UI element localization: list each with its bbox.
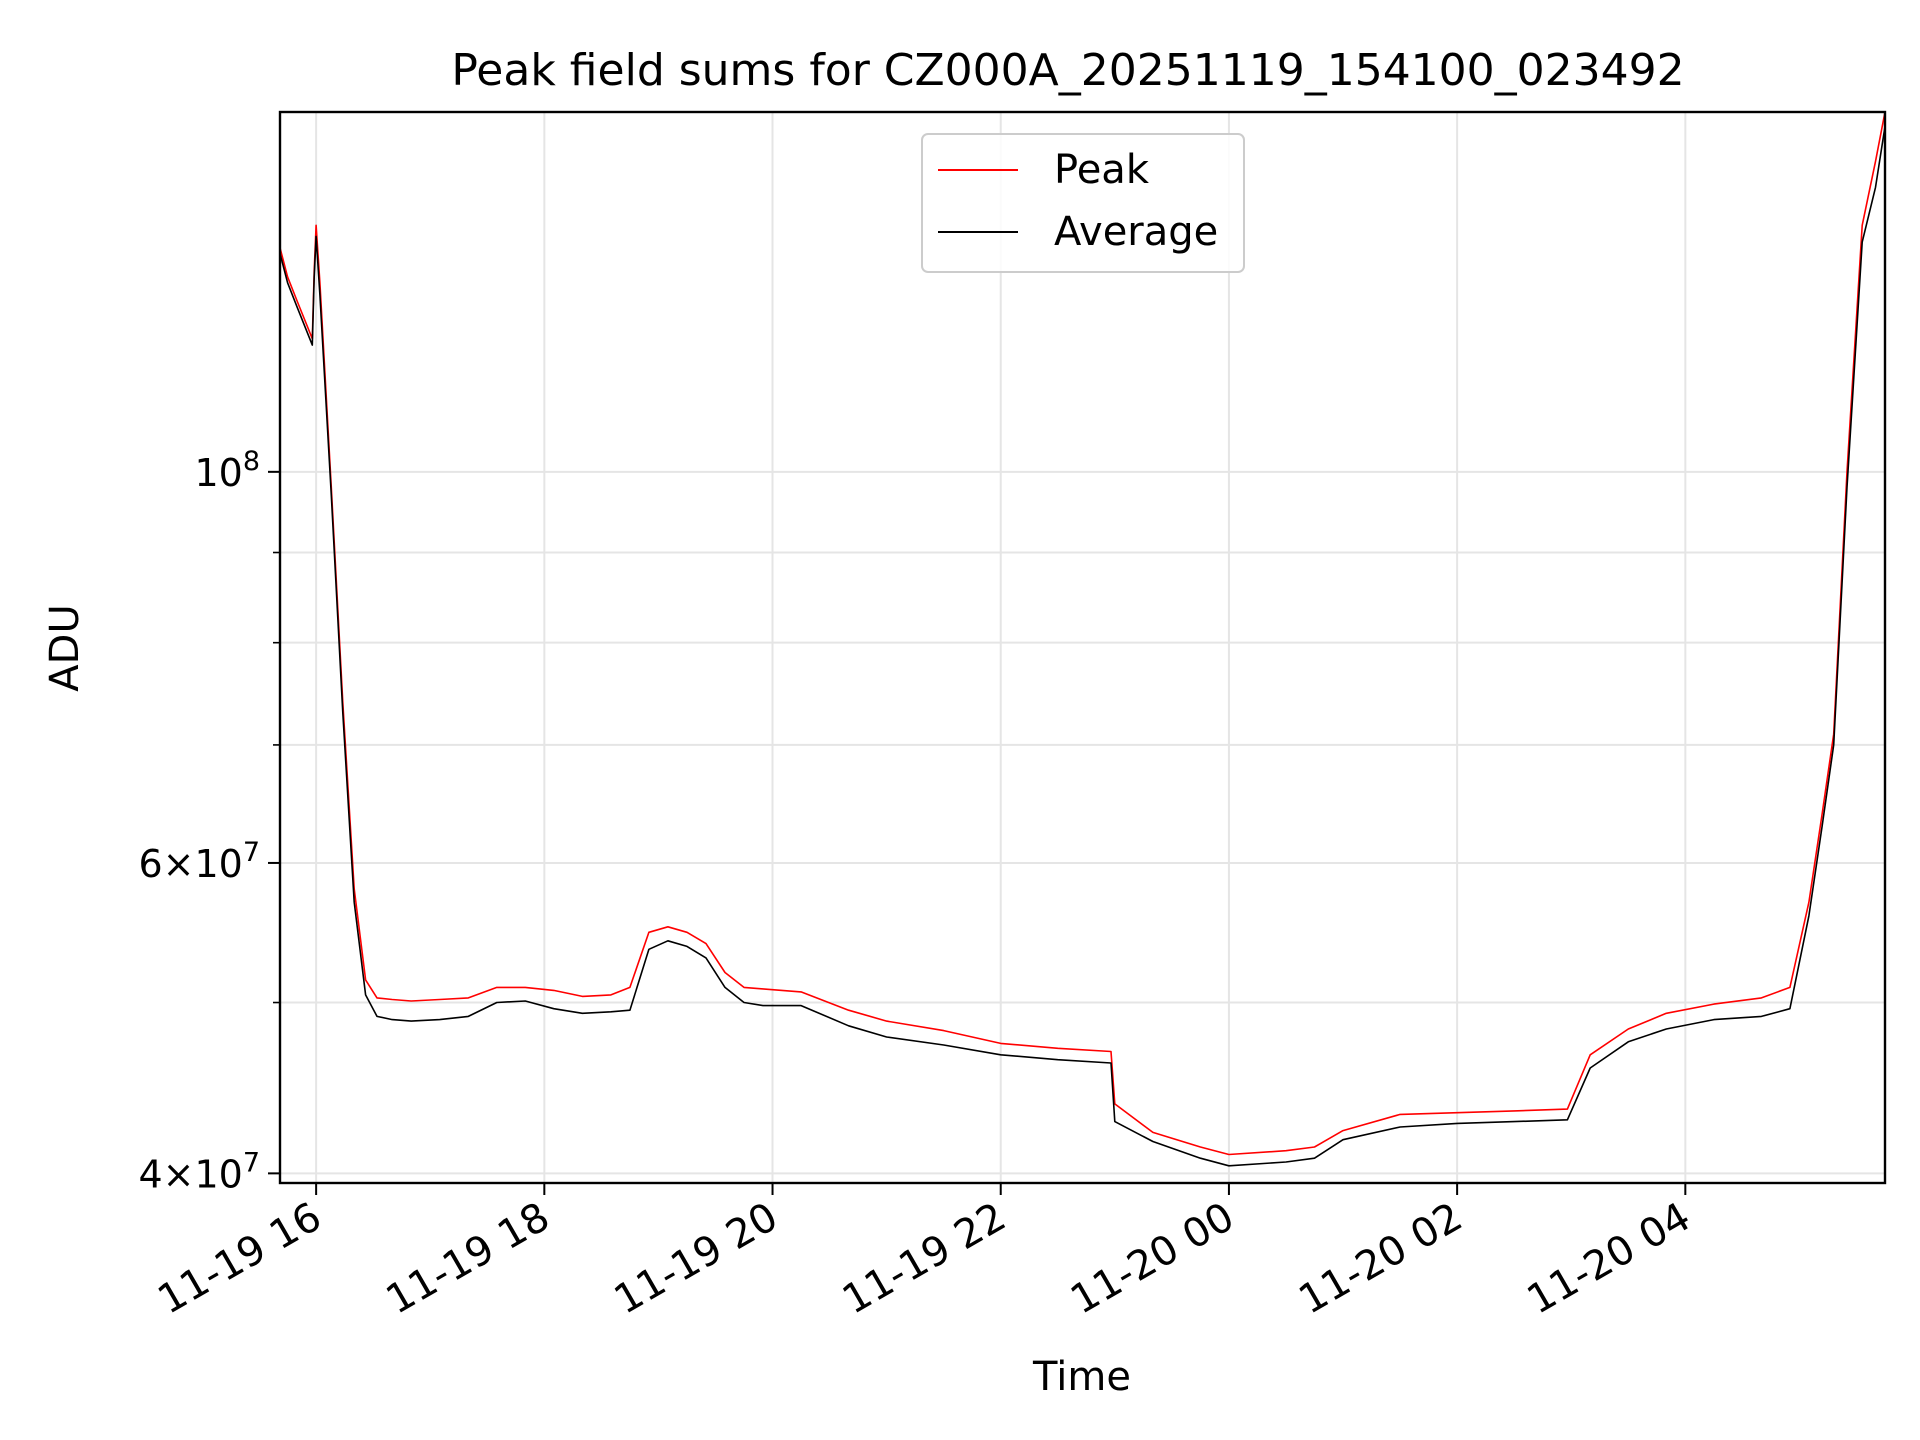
y-tick-label: 108	[194, 446, 260, 495]
series-layer	[279, 111, 1886, 1167]
chart-title: Peak field sums for CZ000A_20251119_1541…	[451, 45, 1684, 96]
series-line-peak	[279, 111, 1886, 1156]
legend-box	[921, 133, 1245, 273]
plot-frame	[278, 110, 1887, 1185]
y-tick-label: 6×107	[138, 837, 260, 886]
legend: Peak Average	[921, 133, 1245, 273]
y-axis-label: ADU	[42, 604, 88, 691]
legend-label-peak: Peak	[1054, 147, 1150, 193]
legend-label-average: Average	[1054, 209, 1218, 255]
y-axis: 4×107 6×107 108	[138, 446, 280, 1196]
y-tick-label: 4×107	[138, 1147, 260, 1196]
series-line-average	[279, 126, 1886, 1167]
grid	[280, 112, 1885, 1183]
x-axis-label: Time	[1032, 1354, 1131, 1400]
